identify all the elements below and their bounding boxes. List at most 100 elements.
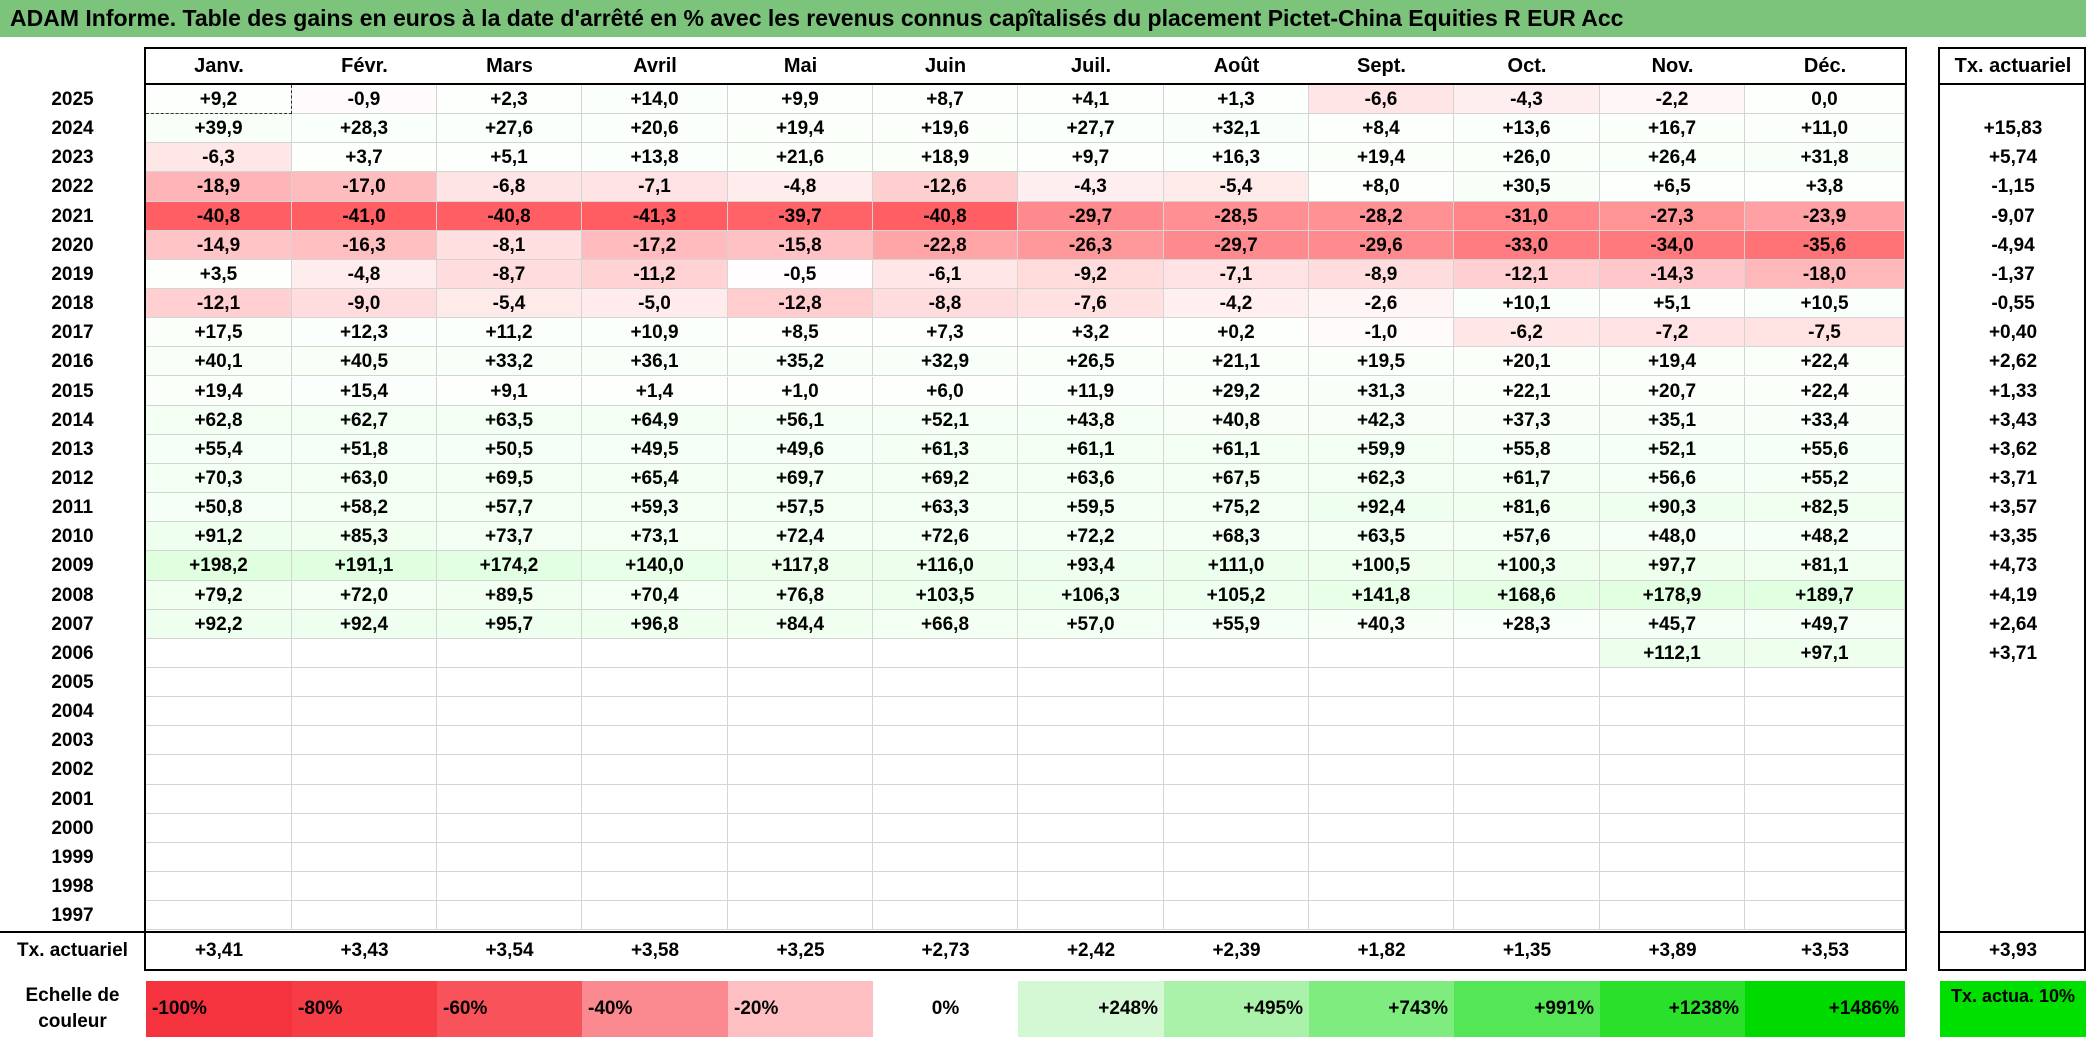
table-cell: -35,6 — [1745, 230, 1905, 260]
table-cell: +5,1 — [1600, 289, 1745, 319]
year-label: 2013 — [51, 438, 94, 460]
average-value: +3,58 — [630, 940, 680, 961]
table-cell: +81,1 — [1745, 551, 1905, 581]
table-cell: +96,8 — [582, 609, 728, 639]
table-cell: -6,8 — [437, 172, 582, 202]
color-scale-right-label: Tx. actua. 10% — [1940, 981, 2086, 1037]
table-cell: -8,1 — [437, 230, 582, 260]
header-separator — [144, 83, 1907, 85]
table-cell: +8,5 — [728, 318, 873, 348]
table-cell — [1164, 872, 1309, 902]
table-cell — [1018, 901, 1164, 931]
actuarial-value: +3,71 — [1988, 642, 2038, 664]
year-label: 2014 — [51, 409, 94, 431]
table-cell: -31,0 — [1454, 201, 1600, 231]
table-cell — [582, 726, 728, 756]
year-label: 2019 — [51, 263, 94, 285]
table-cell: +19,4 — [728, 114, 873, 144]
table-cell: -0,5 — [728, 259, 873, 290]
year-label: 2025 — [51, 89, 94, 110]
table-cell — [582, 813, 728, 843]
table-cell: +52,1 — [873, 405, 1018, 435]
table-cell: +11,2 — [437, 318, 582, 348]
table-cell — [1018, 638, 1164, 668]
average-total: +3,93 — [1988, 940, 2038, 961]
table-cell: +63,0 — [292, 463, 437, 494]
table-cell: -5,4 — [437, 289, 582, 319]
table-cell: +7,3 — [873, 318, 1018, 348]
table-cell: -29,7 — [1164, 230, 1309, 260]
month-header: Mars — [486, 55, 533, 77]
table-cell — [1309, 697, 1454, 727]
table-cell — [292, 726, 437, 756]
table-cell: +81,6 — [1454, 493, 1600, 523]
table-cell: +35,1 — [1600, 405, 1745, 435]
table-cell: +103,5 — [873, 580, 1018, 610]
table-cell: +9,1 — [437, 376, 582, 406]
table-cell: +33,4 — [1745, 405, 1905, 435]
table-cell: -27,3 — [1600, 201, 1745, 231]
table-cell — [292, 697, 437, 727]
table-cell: +21,1 — [1164, 347, 1309, 377]
table-cell: +20,1 — [1454, 347, 1600, 377]
table-cell: +0,2 — [1164, 318, 1309, 348]
average-value: +3,25 — [776, 940, 825, 961]
actuarial-value — [1940, 85, 2086, 114]
table-cell — [1600, 697, 1745, 727]
table-cell: +1,3 — [1164, 85, 1309, 115]
color-scale-step: +495% — [1164, 981, 1309, 1037]
table-cell: -40,8 — [873, 201, 1018, 231]
table-cell: +21,6 — [728, 143, 873, 173]
table-cell: -1,0 — [1309, 318, 1454, 348]
table-cell: +49,6 — [728, 434, 873, 464]
actuarial-value: +5,74 — [1988, 147, 2038, 169]
table-cell — [1745, 755, 1905, 785]
table-cell: -28,2 — [1309, 201, 1454, 231]
table-cell: +189,7 — [1745, 580, 1905, 610]
table-cell — [873, 668, 1018, 698]
average-value: +1,35 — [1502, 940, 1552, 961]
table-cell: +69,5 — [437, 463, 582, 494]
table-cell — [437, 726, 582, 756]
actuarial-value: -4,94 — [1991, 234, 2035, 256]
average-separator — [1938, 931, 2086, 933]
table-cell: -14,3 — [1600, 259, 1745, 290]
table-cell — [728, 813, 873, 843]
month-header: Avril — [633, 55, 677, 77]
table-cell: -26,3 — [1018, 230, 1164, 260]
table-cell: +73,1 — [582, 522, 728, 552]
average-value: +3,41 — [194, 940, 244, 961]
actuarial-value: -9,07 — [1991, 205, 2035, 227]
table-cell — [1309, 668, 1454, 698]
table-cell: +69,2 — [873, 463, 1018, 494]
table-cell: +37,3 — [1454, 405, 1600, 435]
year-label: 2012 — [51, 467, 94, 489]
table-cell: +27,6 — [437, 114, 582, 144]
average-value: +2,73 — [921, 940, 970, 961]
year-label: 2004 — [51, 701, 94, 723]
year-label: 2015 — [51, 380, 94, 402]
actuarial-value: +2,64 — [1988, 613, 2038, 635]
table-cell: -4,3 — [1454, 85, 1600, 115]
table-cell — [1454, 813, 1600, 843]
table-cell: +100,5 — [1309, 551, 1454, 581]
table-cell — [146, 784, 292, 814]
actuarial-value: +3,57 — [1988, 497, 2038, 519]
table-cell — [873, 842, 1018, 873]
table-cell: +8,0 — [1309, 172, 1454, 202]
month-header: Sept. — [1357, 55, 1406, 77]
table-cell — [437, 668, 582, 698]
actuarial-value: -0,55 — [1991, 293, 2035, 315]
table-cell: +72,4 — [728, 522, 873, 552]
table-cell: +112,1 — [1600, 638, 1745, 668]
table-cell — [1309, 755, 1454, 785]
year-label: 2003 — [51, 730, 94, 752]
table-cell — [1745, 813, 1905, 843]
year-label: 2009 — [51, 555, 94, 577]
table-cell: +16,7 — [1600, 114, 1745, 144]
table-cell — [1600, 872, 1745, 902]
table-cell: 0,0 — [1745, 85, 1905, 115]
table-cell: +106,3 — [1018, 580, 1164, 610]
table-cell: +73,7 — [437, 522, 582, 552]
table-cell: -5,4 — [1164, 172, 1309, 202]
